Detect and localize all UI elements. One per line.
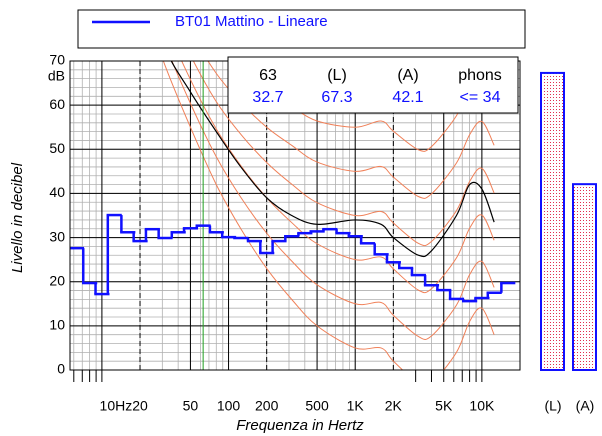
x-tick-label: 20 [132, 398, 148, 414]
x-tick-label: 10K [469, 398, 495, 414]
legend-label: BT01 Mattino - Lineare [175, 13, 328, 30]
y-tick-label: 70 [49, 52, 65, 68]
legend-box [77, 9, 526, 49]
x-tick-label: 500 [305, 398, 329, 414]
loudness-contour [192, 61, 495, 247]
y-axis-title: Livello in decibel [9, 162, 26, 273]
y-tick-label: 50 [49, 140, 65, 156]
x-tick-label: 10Hz [100, 398, 133, 414]
info-header: (L) [327, 67, 347, 84]
info-value: <= 34 [460, 89, 501, 106]
total-bar [572, 183, 597, 371]
x-axis-title: Frequenza in Hertz [236, 417, 364, 434]
info-header: phons [458, 67, 502, 84]
info-value: 42.1 [392, 89, 423, 106]
y-tick-label: 30 [49, 228, 65, 244]
total-label: (A) [576, 398, 595, 414]
y-unit: dB [48, 68, 65, 84]
loudness-contour [181, 61, 495, 294]
x-tick-label: 50 [183, 398, 199, 414]
y-tick-label: 20 [49, 272, 65, 288]
x-tick-label: 2K [385, 398, 403, 414]
x-tick-label: 5K [435, 398, 453, 414]
info-header: (A) [397, 67, 418, 84]
x-tick-label: 100 [217, 398, 241, 414]
loudness-contour [207, 61, 495, 199]
info-value: 67.3 [321, 89, 352, 106]
y-tick-label: 40 [49, 184, 65, 200]
info-value: 32.7 [252, 89, 283, 106]
x-tick-label: 200 [255, 398, 279, 414]
info-header: 63 [259, 67, 277, 84]
y-tick-label: 60 [49, 96, 65, 112]
x-tick-label: 1K [347, 398, 365, 414]
y-tick-label: 0 [57, 361, 65, 377]
total-label: (L) [544, 398, 561, 414]
total-bar [540, 71, 565, 371]
reference-contour [170, 61, 495, 258]
y-tick-label: 10 [49, 317, 65, 333]
info-box [227, 56, 519, 114]
